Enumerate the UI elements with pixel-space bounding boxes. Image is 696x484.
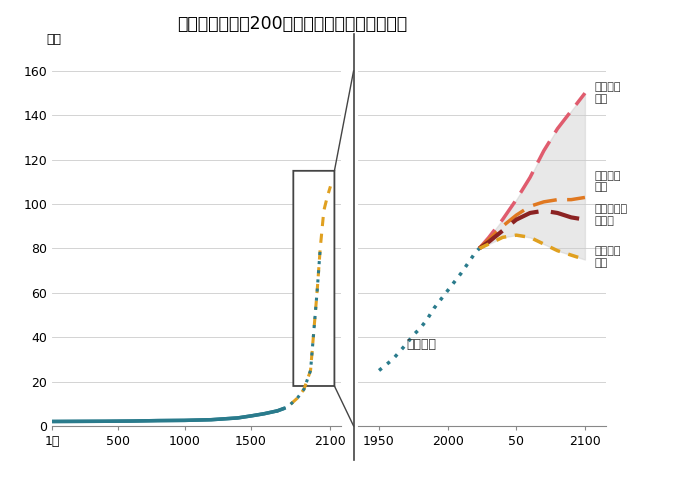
Text: ワシントン
大推計: ワシントン 大推計 [594, 204, 628, 226]
FancyBboxPatch shape [293, 171, 334, 386]
Text: 億人: 億人 [47, 33, 61, 46]
Text: 世界人口は過去200年に急増したが減少局面に: 世界人口は過去200年に急増したが減少局面に [177, 15, 407, 32]
Text: 国連低位
推計: 国連低位 推計 [594, 246, 621, 268]
Text: 国連高位
推計: 国連高位 推計 [594, 82, 621, 104]
Text: 世界人口: 世界人口 [406, 338, 436, 351]
Text: 国連中位
推計: 国連中位 推計 [594, 171, 621, 193]
